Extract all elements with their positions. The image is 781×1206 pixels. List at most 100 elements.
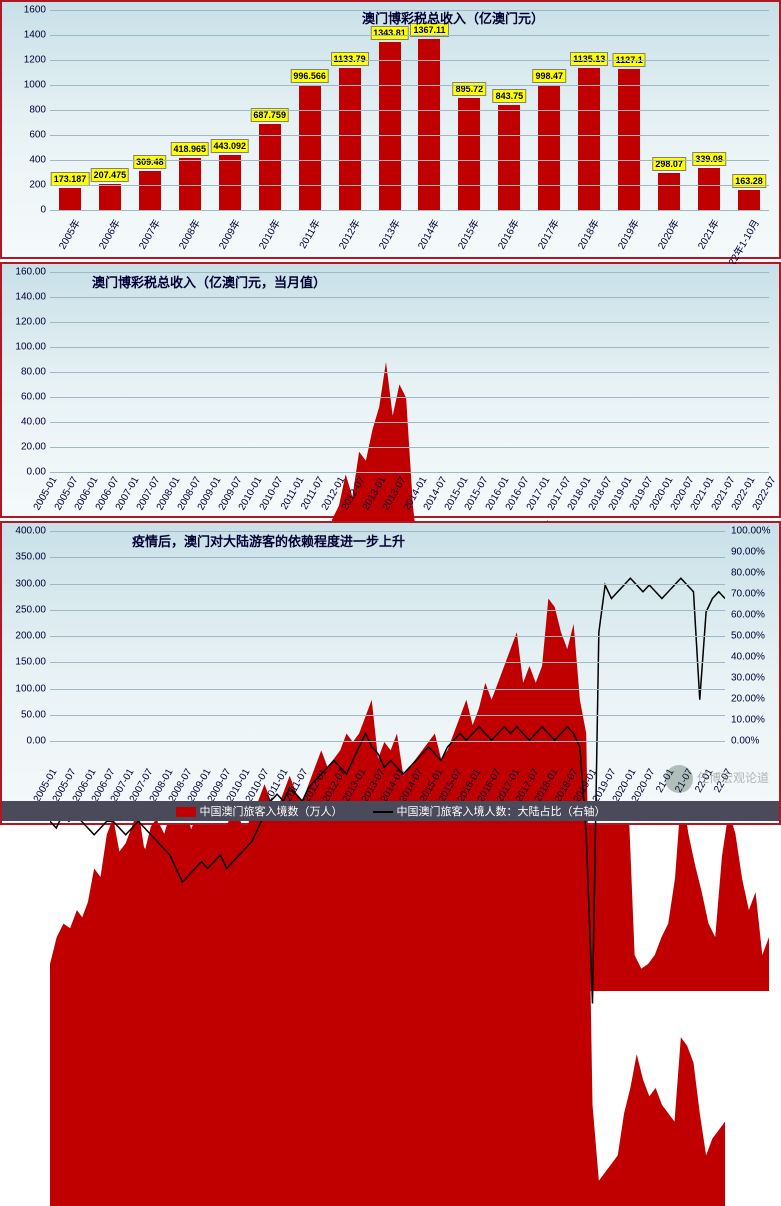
chart1-plot-area: 173.187207.475309.48418.965443.092687.75… <box>50 10 769 210</box>
bar <box>538 85 560 210</box>
grid-line <box>50 210 769 211</box>
bar-value-label: 309.48 <box>133 155 167 169</box>
y-tick-label: 1200 <box>24 55 46 66</box>
bar-value-label: 339.08 <box>692 152 726 166</box>
y-tick-label: 400.00 <box>15 526 46 537</box>
bar <box>498 105 520 210</box>
y-tick-label: 80.00 <box>21 367 46 378</box>
y-tick-label: 200 <box>29 180 46 191</box>
x-tick-label: 2008年 <box>174 216 203 251</box>
watermark-text: 任博宏观论道 <box>697 771 769 785</box>
x-tick-label: 2009年 <box>214 216 243 251</box>
y-tick-label: 160.00 <box>15 267 46 278</box>
bar <box>179 158 201 210</box>
chart2: 澳门博彩税总收入（亿澳门元，当月值） 0.0020.0040.0060.0080… <box>2 264 779 516</box>
y2-tick-label: 30.00% <box>731 673 765 684</box>
legend-label: 中国澳门旅客入境人数：大陆占比（右轴） <box>397 806 606 818</box>
bar <box>299 85 321 210</box>
y-tick-label: 0.00 <box>27 467 46 478</box>
bar <box>59 188 81 210</box>
y-tick-label: 50.00 <box>21 709 46 720</box>
bar-value-label: 843.75 <box>493 89 527 103</box>
bar-value-label: 207.475 <box>91 168 130 182</box>
x-tick-label: 2016年 <box>493 216 522 251</box>
watermark: 任博宏观论道 <box>665 765 769 793</box>
bar <box>458 98 480 210</box>
y2-tick-label: 70.00% <box>731 589 765 600</box>
grid-line <box>50 297 769 298</box>
y2-tick-label: 10.00% <box>731 715 765 726</box>
area-fill <box>50 599 725 1206</box>
bar <box>259 124 281 210</box>
chart2-y-axis: 0.0020.0040.0060.0080.00100.00120.00140.… <box>2 272 48 472</box>
x-tick-label: 2014年 <box>413 216 442 251</box>
bar <box>698 168 720 210</box>
grid-line <box>50 372 769 373</box>
y-tick-label: 120.00 <box>15 317 46 328</box>
y-tick-label: 100.00 <box>15 342 46 353</box>
grid-line <box>50 397 769 398</box>
bar-value-label: 418.965 <box>171 142 210 156</box>
chart1: 澳门博彩税总收入（亿澳门元） 0200400600800100012001400… <box>2 2 779 257</box>
x-tick-label: 2006年 <box>94 216 123 251</box>
y-tick-label: 1600 <box>24 5 46 16</box>
x-tick-label: 2018年 <box>573 216 602 251</box>
chart3-svg <box>50 531 725 1206</box>
bar <box>339 68 361 210</box>
chart3-legend: 中国澳门旅客入境数（万人） 中国澳门旅客入境人数：大陆占比（右轴） <box>2 801 779 821</box>
grid-line <box>50 557 725 558</box>
grid-line <box>50 160 769 161</box>
bar <box>219 155 241 210</box>
y-tick-label: 400 <box>29 155 46 166</box>
chart2-plot-area <box>50 272 769 472</box>
y-tick-label: 60.00 <box>21 392 46 403</box>
chart3-plot-area <box>50 531 725 741</box>
grid-line <box>50 35 769 36</box>
grid-line <box>50 110 769 111</box>
bar-value-label: 1343.81 <box>370 26 409 40</box>
y2-tick-label: 60.00% <box>731 610 765 621</box>
y-tick-label: 1000 <box>24 80 46 91</box>
chart3-y2-axis: 0.00%10.00%20.00%30.00%40.00%50.00%60.00… <box>729 531 779 741</box>
chart1-x-axis: 2005年2006年2007年2008年2009年2010年2011年2012年… <box>50 212 769 257</box>
y2-tick-label: 80.00% <box>731 568 765 579</box>
bar <box>139 171 161 210</box>
legend-label: 中国澳门旅客入境数（万人） <box>200 806 343 818</box>
chart3-y-axis: 0.0050.00100.00150.00200.00250.00300.003… <box>2 531 48 741</box>
grid-line <box>50 422 769 423</box>
legend-item: 中国澳门旅客入境人数：大陆占比（右轴） <box>373 803 606 819</box>
grid-line <box>50 662 725 663</box>
x-tick-label: 2020年 <box>653 216 682 251</box>
chart1-y-axis: 02004006008001000120014001600 <box>2 10 48 210</box>
y-tick-label: 0.00 <box>27 736 46 747</box>
y-tick-label: 200.00 <box>15 631 46 642</box>
y2-tick-label: 50.00% <box>731 631 765 642</box>
chart3-container: 疫情后，澳门对大陆游客的依赖程度进一步上升 0.0050.00100.00150… <box>0 521 781 825</box>
bar <box>578 68 600 210</box>
grid-line <box>50 636 725 637</box>
chart3-title: 疫情后，澳门对大陆游客的依赖程度进一步上升 <box>132 531 405 550</box>
bar-value-label: 996.566 <box>290 69 329 83</box>
grid-line <box>50 135 769 136</box>
grid-line <box>50 610 725 611</box>
bar <box>99 184 121 210</box>
y-tick-label: 350.00 <box>15 552 46 563</box>
bar <box>658 173 680 210</box>
grid-line <box>50 347 769 348</box>
y-tick-label: 40.00 <box>21 417 46 428</box>
x-tick-label: 2017年 <box>533 216 562 251</box>
y2-tick-label: 0.00% <box>731 736 759 747</box>
x-tick-label: 2019年 <box>613 216 642 251</box>
y-tick-label: 20.00 <box>21 442 46 453</box>
y2-tick-label: 90.00% <box>731 547 765 558</box>
x-tick-label: 2010年 <box>254 216 283 251</box>
bar-value-label: 998.47 <box>533 69 567 83</box>
grid-line <box>50 60 769 61</box>
grid-line <box>50 185 769 186</box>
grid-line <box>50 322 769 323</box>
y2-tick-label: 100.00% <box>731 526 770 537</box>
grid-line <box>50 85 769 86</box>
x-tick-label: 2013年 <box>373 216 402 251</box>
legend-item: 中国澳门旅客入境数（万人） <box>176 803 343 819</box>
bar <box>618 69 640 210</box>
